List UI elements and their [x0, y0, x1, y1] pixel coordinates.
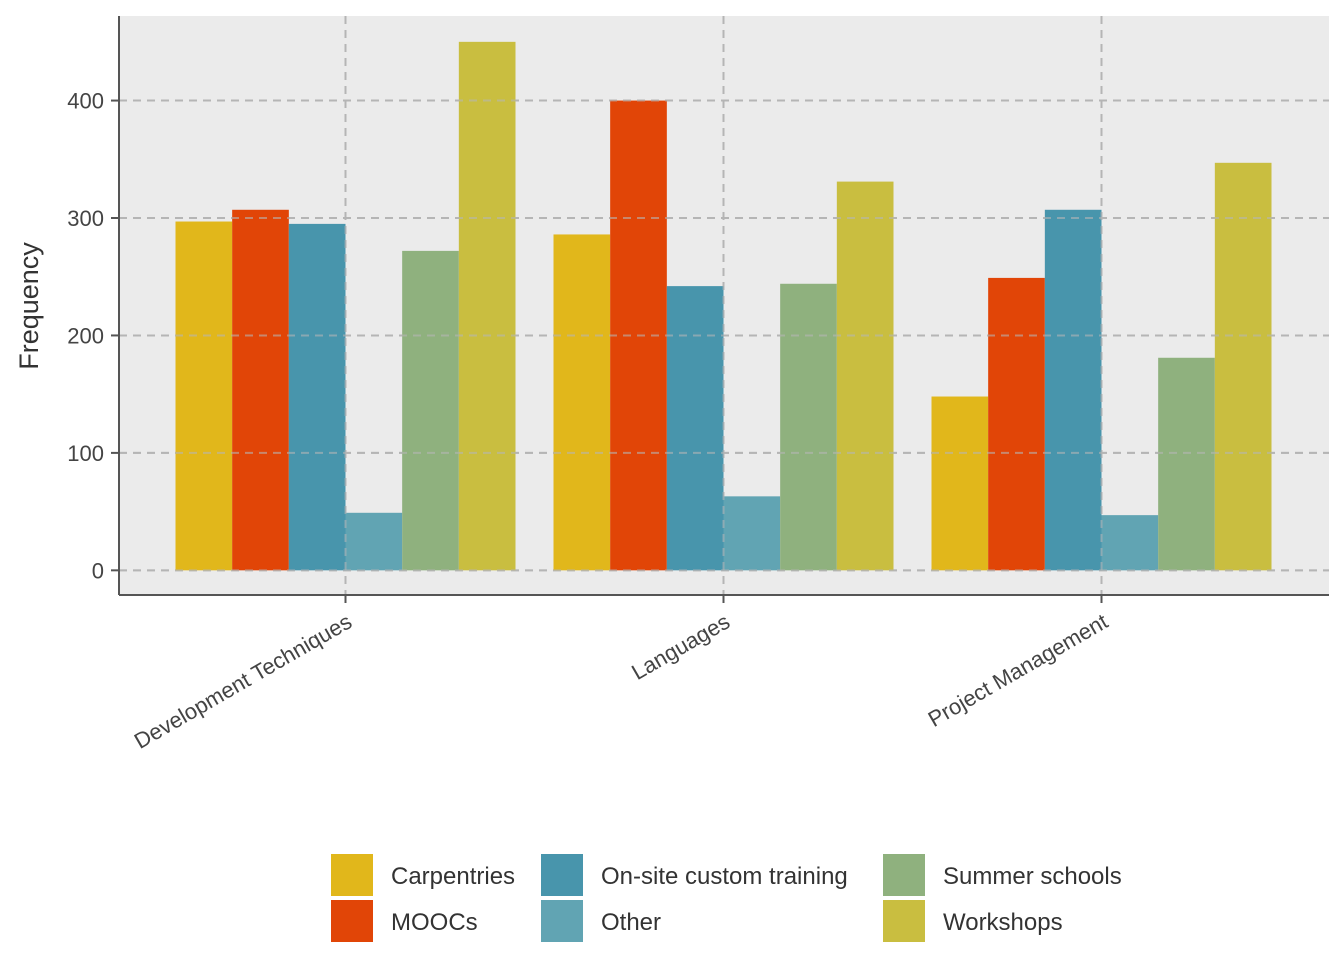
bar	[1214, 162, 1272, 571]
y-tick-label: 300	[67, 206, 104, 231]
bar	[1158, 357, 1215, 571]
legend-key	[541, 900, 583, 942]
legend-label: Other	[601, 909, 661, 936]
legend-label: Carpentries	[391, 863, 515, 890]
x-tick-label: Development Techniques	[130, 609, 356, 754]
legend-key	[883, 854, 925, 896]
legend-key	[331, 900, 373, 942]
x-tick-label: Project Management	[924, 609, 1112, 732]
bar	[232, 209, 289, 571]
bar	[931, 396, 989, 571]
bar	[553, 234, 611, 571]
legend-label: Summer schools	[943, 863, 1122, 890]
legend-label: MOOCs	[391, 909, 478, 936]
bar	[780, 283, 837, 571]
y-tick-label: 0	[92, 558, 104, 583]
legend-key	[541, 854, 583, 896]
bar	[175, 221, 233, 571]
bar	[458, 41, 516, 571]
legend-key	[883, 900, 925, 942]
legend-key	[331, 854, 373, 896]
bar	[723, 496, 781, 571]
bar	[345, 512, 403, 571]
bars	[119, 16, 1329, 595]
y-tick-label: 100	[67, 441, 104, 466]
y-ticks: 0 100 200 300 400	[67, 89, 119, 583]
bar	[402, 250, 459, 571]
bar	[1101, 515, 1159, 571]
bar	[288, 223, 346, 571]
legend-label: Workshops	[943, 909, 1063, 936]
x-tick-label: Languages	[627, 609, 734, 685]
x-ticks: Development Techniques Languages Project M…	[130, 595, 1112, 754]
bar	[836, 181, 894, 571]
y-tick-label: 400	[67, 89, 104, 114]
legend: Carpentries MOOCs On-site custom training O…	[331, 854, 1122, 942]
bar	[666, 286, 724, 571]
bar	[988, 277, 1045, 571]
y-tick-label: 200	[67, 323, 104, 348]
bar	[1044, 209, 1102, 571]
legend-label: On-site custom training	[601, 863, 848, 890]
y-axis-title: Frequency	[14, 242, 44, 370]
